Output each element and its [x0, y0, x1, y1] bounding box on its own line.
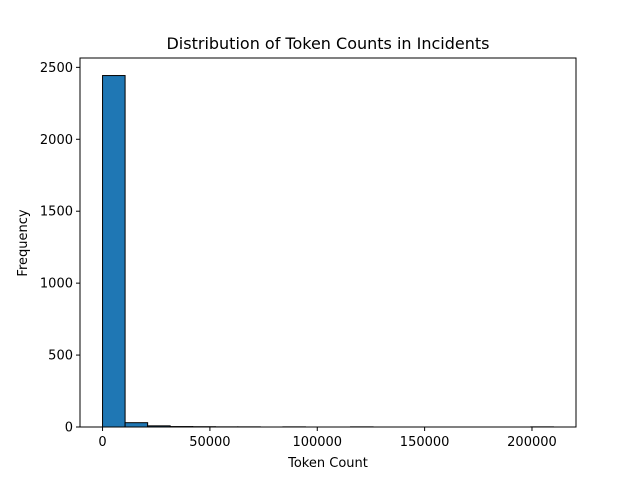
x-tick-label: 0	[98, 435, 106, 450]
histogram-bar	[102, 75, 126, 428]
y-axis-label: Frequency	[16, 209, 31, 276]
x-tick-label: 50000	[189, 435, 230, 450]
y-tick-label: 0	[65, 421, 73, 436]
y-tick-label: 2500	[40, 61, 73, 76]
x-axis: 0 50000 100000 150000 200000	[98, 427, 557, 450]
x-tick-label: 200000	[507, 435, 557, 450]
chart-title: Distribution of Token Counts in Incident…	[166, 34, 489, 53]
y-tick-label: 1500	[40, 205, 73, 220]
y-tick-label: 1000	[40, 277, 73, 292]
plot-frame	[79, 57, 577, 428]
x-tick-label: 100000	[292, 435, 342, 450]
y-axis: 0 500 1000 1500 2000 2500	[40, 61, 80, 436]
x-tick-label: 150000	[400, 435, 450, 450]
y-tick-label: 2000	[40, 133, 73, 148]
x-axis-label: Token Count	[287, 456, 368, 471]
histogram-bar	[124, 422, 149, 428]
y-tick-label: 500	[48, 349, 73, 364]
